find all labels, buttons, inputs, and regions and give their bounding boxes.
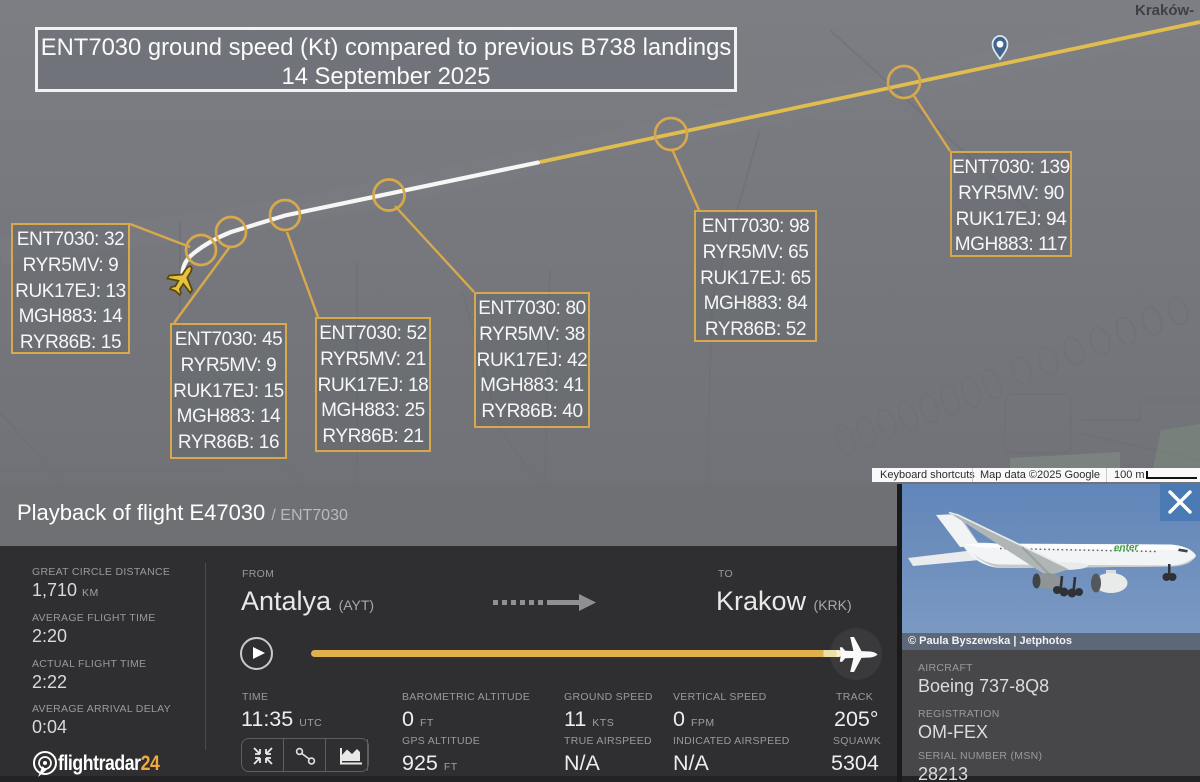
svg-text:enter: enter xyxy=(1114,542,1140,554)
